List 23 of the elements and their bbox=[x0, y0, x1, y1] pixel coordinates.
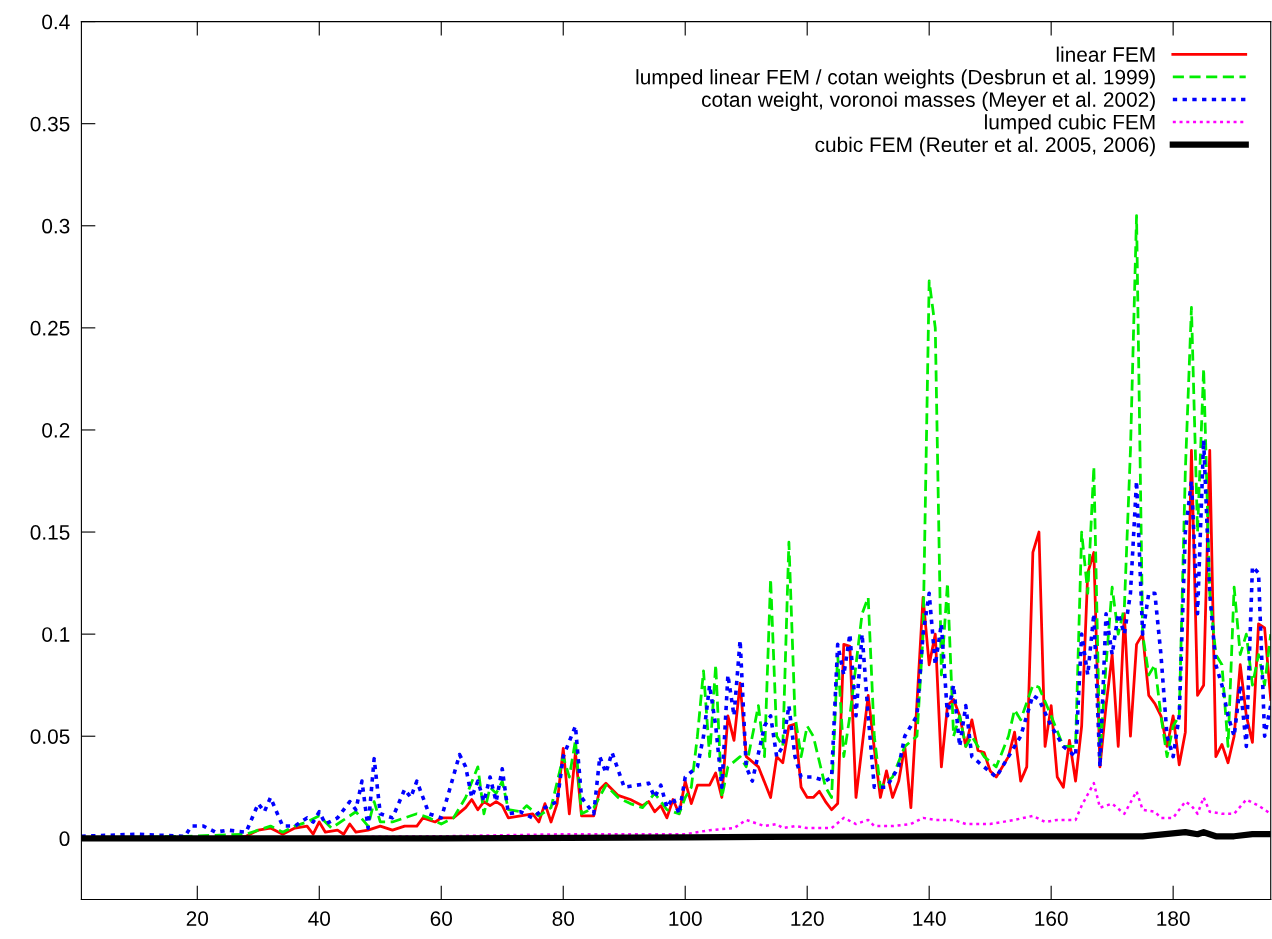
x-tick-label: 40 bbox=[308, 911, 331, 926]
y-tick-label: 0.25 bbox=[30, 320, 70, 336]
x-tick-label: 100 bbox=[669, 911, 702, 926]
y-tick-label: 0 bbox=[59, 831, 70, 847]
y-tick-label: 0.05 bbox=[30, 729, 70, 744]
x-tick-label: 120 bbox=[791, 911, 824, 926]
legend-label: lumped linear FEM / cotan weights (Desbrun et al. 1999) bbox=[636, 69, 1155, 89]
y-tick-label: 0.35 bbox=[30, 116, 70, 132]
x-tick-label: 80 bbox=[552, 911, 575, 926]
x-tick-label: 160 bbox=[1035, 911, 1068, 926]
x-tick-label: 140 bbox=[913, 911, 946, 926]
x-tick-label: 20 bbox=[186, 911, 209, 926]
x-tick-label: 60 bbox=[430, 911, 453, 926]
y-tick-label: 0.1 bbox=[42, 627, 70, 642]
y-tick-label: 0.4 bbox=[42, 14, 70, 30]
y-tick-label: 0.3 bbox=[42, 218, 70, 234]
y-tick-label: 0.2 bbox=[42, 422, 70, 438]
x-tick-label: 180 bbox=[1157, 911, 1190, 926]
y-tick-label: 0.15 bbox=[30, 525, 70, 540]
legend-label: cubic FEM (Reuter et al. 2005, 2006) bbox=[815, 136, 1155, 157]
legend-label: cotan weight, voronoi masses (Meyer et al. 2002) bbox=[701, 91, 1155, 112]
legend-label: lumped cubic FEM bbox=[985, 114, 1155, 134]
legend-label: linear FEM bbox=[1056, 46, 1155, 62]
